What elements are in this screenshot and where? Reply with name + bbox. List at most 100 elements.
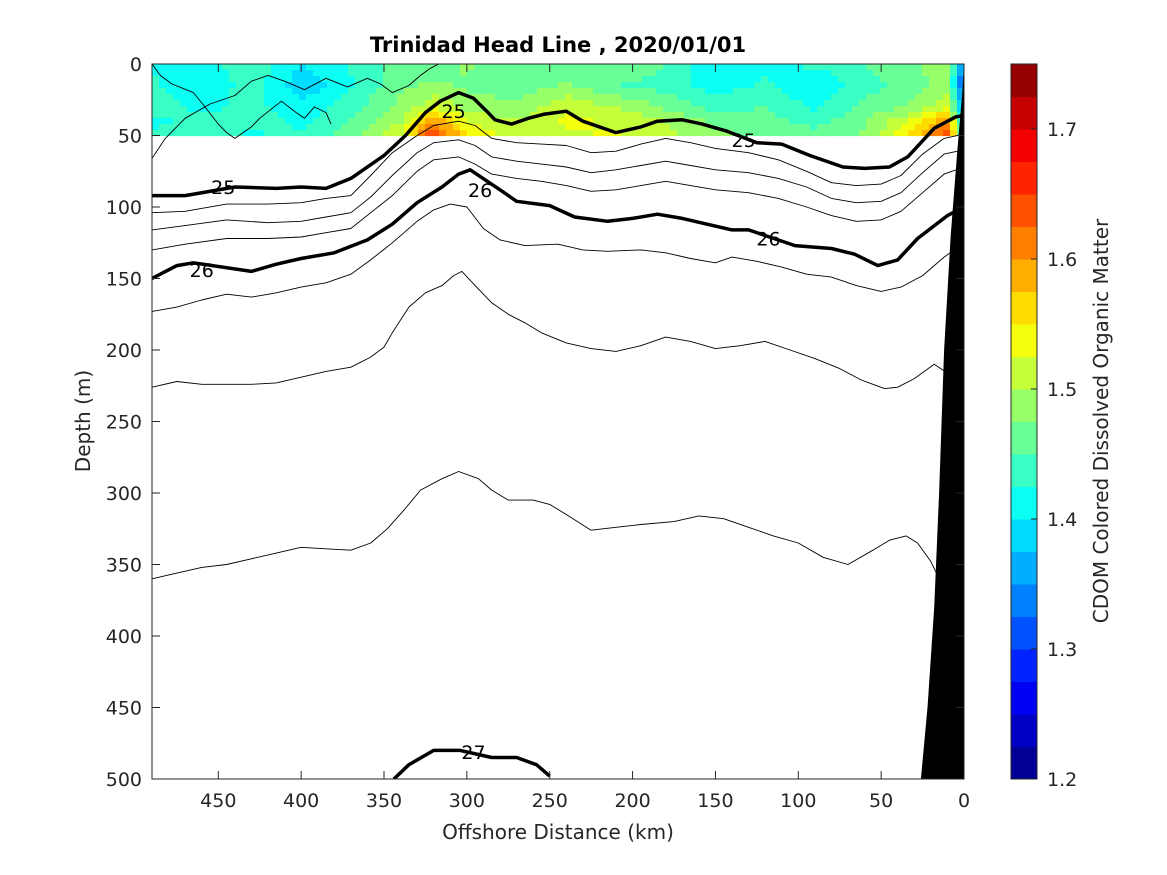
field-cell — [922, 112, 930, 119]
field-cell — [810, 118, 818, 125]
field-cell — [810, 94, 818, 101]
field-cell — [642, 76, 650, 83]
field-cell — [446, 82, 454, 89]
field-cell — [334, 64, 342, 71]
seafloor-shape — [920, 64, 964, 779]
field-cell — [404, 70, 412, 77]
field-cell — [453, 76, 461, 83]
field-cell — [537, 106, 545, 113]
field-cell — [565, 82, 573, 89]
field-cell — [551, 124, 559, 131]
field-cell — [411, 82, 419, 89]
field-cell — [859, 64, 867, 71]
cdom-field — [152, 64, 964, 137]
contour-line — [152, 64, 439, 159]
field-cell — [593, 76, 601, 83]
field-cell — [929, 82, 937, 89]
field-cell — [670, 124, 678, 131]
field-cell — [943, 94, 951, 101]
field-cell — [250, 118, 258, 125]
field-cell — [544, 64, 552, 71]
colorbar-swatch — [1011, 96, 1037, 130]
field-cell — [250, 64, 258, 71]
field-cell — [887, 94, 895, 101]
field-cell — [859, 100, 867, 107]
field-cell — [271, 64, 279, 71]
field-cell — [159, 100, 167, 107]
field-cell — [887, 118, 895, 125]
field-cell — [453, 100, 461, 107]
field-cell — [817, 112, 825, 119]
field-cell — [733, 118, 741, 125]
field-cell — [614, 76, 622, 83]
field-cell — [915, 112, 923, 119]
field-cell — [250, 124, 258, 131]
field-cell — [264, 130, 272, 137]
field-cell — [845, 118, 853, 125]
field-cell — [229, 130, 237, 137]
field-cell — [306, 64, 314, 71]
field-cell — [670, 88, 678, 95]
field-cell — [838, 82, 846, 89]
field-cell — [327, 76, 335, 83]
field-cell — [831, 94, 839, 101]
field-cell — [649, 70, 657, 77]
field-cell — [166, 124, 174, 131]
field-cell — [705, 70, 713, 77]
field-cell — [369, 64, 377, 71]
field-cell — [530, 118, 538, 125]
field-cell — [551, 76, 559, 83]
field-cell — [845, 124, 853, 131]
contour-line — [152, 471, 940, 580]
field-cell — [719, 130, 727, 137]
field-cell — [495, 106, 503, 113]
field-cell — [215, 76, 223, 83]
field-cell — [271, 82, 279, 89]
field-cell — [684, 112, 692, 119]
field-cell — [488, 76, 496, 83]
field-cell — [299, 118, 307, 125]
field-cell — [467, 82, 475, 89]
field-cell — [173, 94, 181, 101]
field-cell — [250, 130, 258, 137]
field-cell — [516, 70, 524, 77]
field-cell — [684, 106, 692, 113]
field-cell — [537, 100, 545, 107]
field-cell — [180, 88, 188, 95]
field-cell — [467, 118, 475, 125]
field-cell — [866, 82, 874, 89]
field-cell — [334, 118, 342, 125]
field-cell — [488, 94, 496, 101]
colorbar-swatch — [1011, 129, 1037, 162]
field-cell — [803, 76, 811, 83]
field-cell — [670, 70, 678, 77]
field-cell — [362, 64, 370, 71]
field-cell — [432, 106, 440, 113]
field-cell — [719, 106, 727, 113]
field-cell — [803, 94, 811, 101]
field-cell — [908, 124, 916, 131]
field-cell — [579, 70, 587, 77]
field-cell — [887, 124, 895, 131]
field-cell — [901, 64, 909, 71]
chart-title: Trinidad Head Line , 2020/01/01 — [370, 33, 746, 57]
field-cell — [481, 94, 489, 101]
field-cell — [635, 100, 643, 107]
field-cell — [642, 118, 650, 125]
field-cell — [670, 100, 678, 107]
field-cell — [600, 106, 608, 113]
field-cell — [880, 106, 888, 113]
field-cell — [852, 130, 860, 137]
field-cell — [782, 124, 790, 131]
field-cell — [782, 82, 790, 89]
field-cell — [285, 106, 293, 113]
field-cell — [705, 118, 713, 125]
field-cell — [579, 106, 587, 113]
field-cell — [285, 118, 293, 125]
y-axis-ticks: 0 50 100 150 200 250 300 350 400 450 500 — [106, 54, 964, 791]
field-cell — [922, 106, 930, 113]
field-cell — [243, 88, 251, 95]
field-cell — [201, 112, 209, 119]
field-cell — [264, 94, 272, 101]
field-cell — [607, 112, 615, 119]
